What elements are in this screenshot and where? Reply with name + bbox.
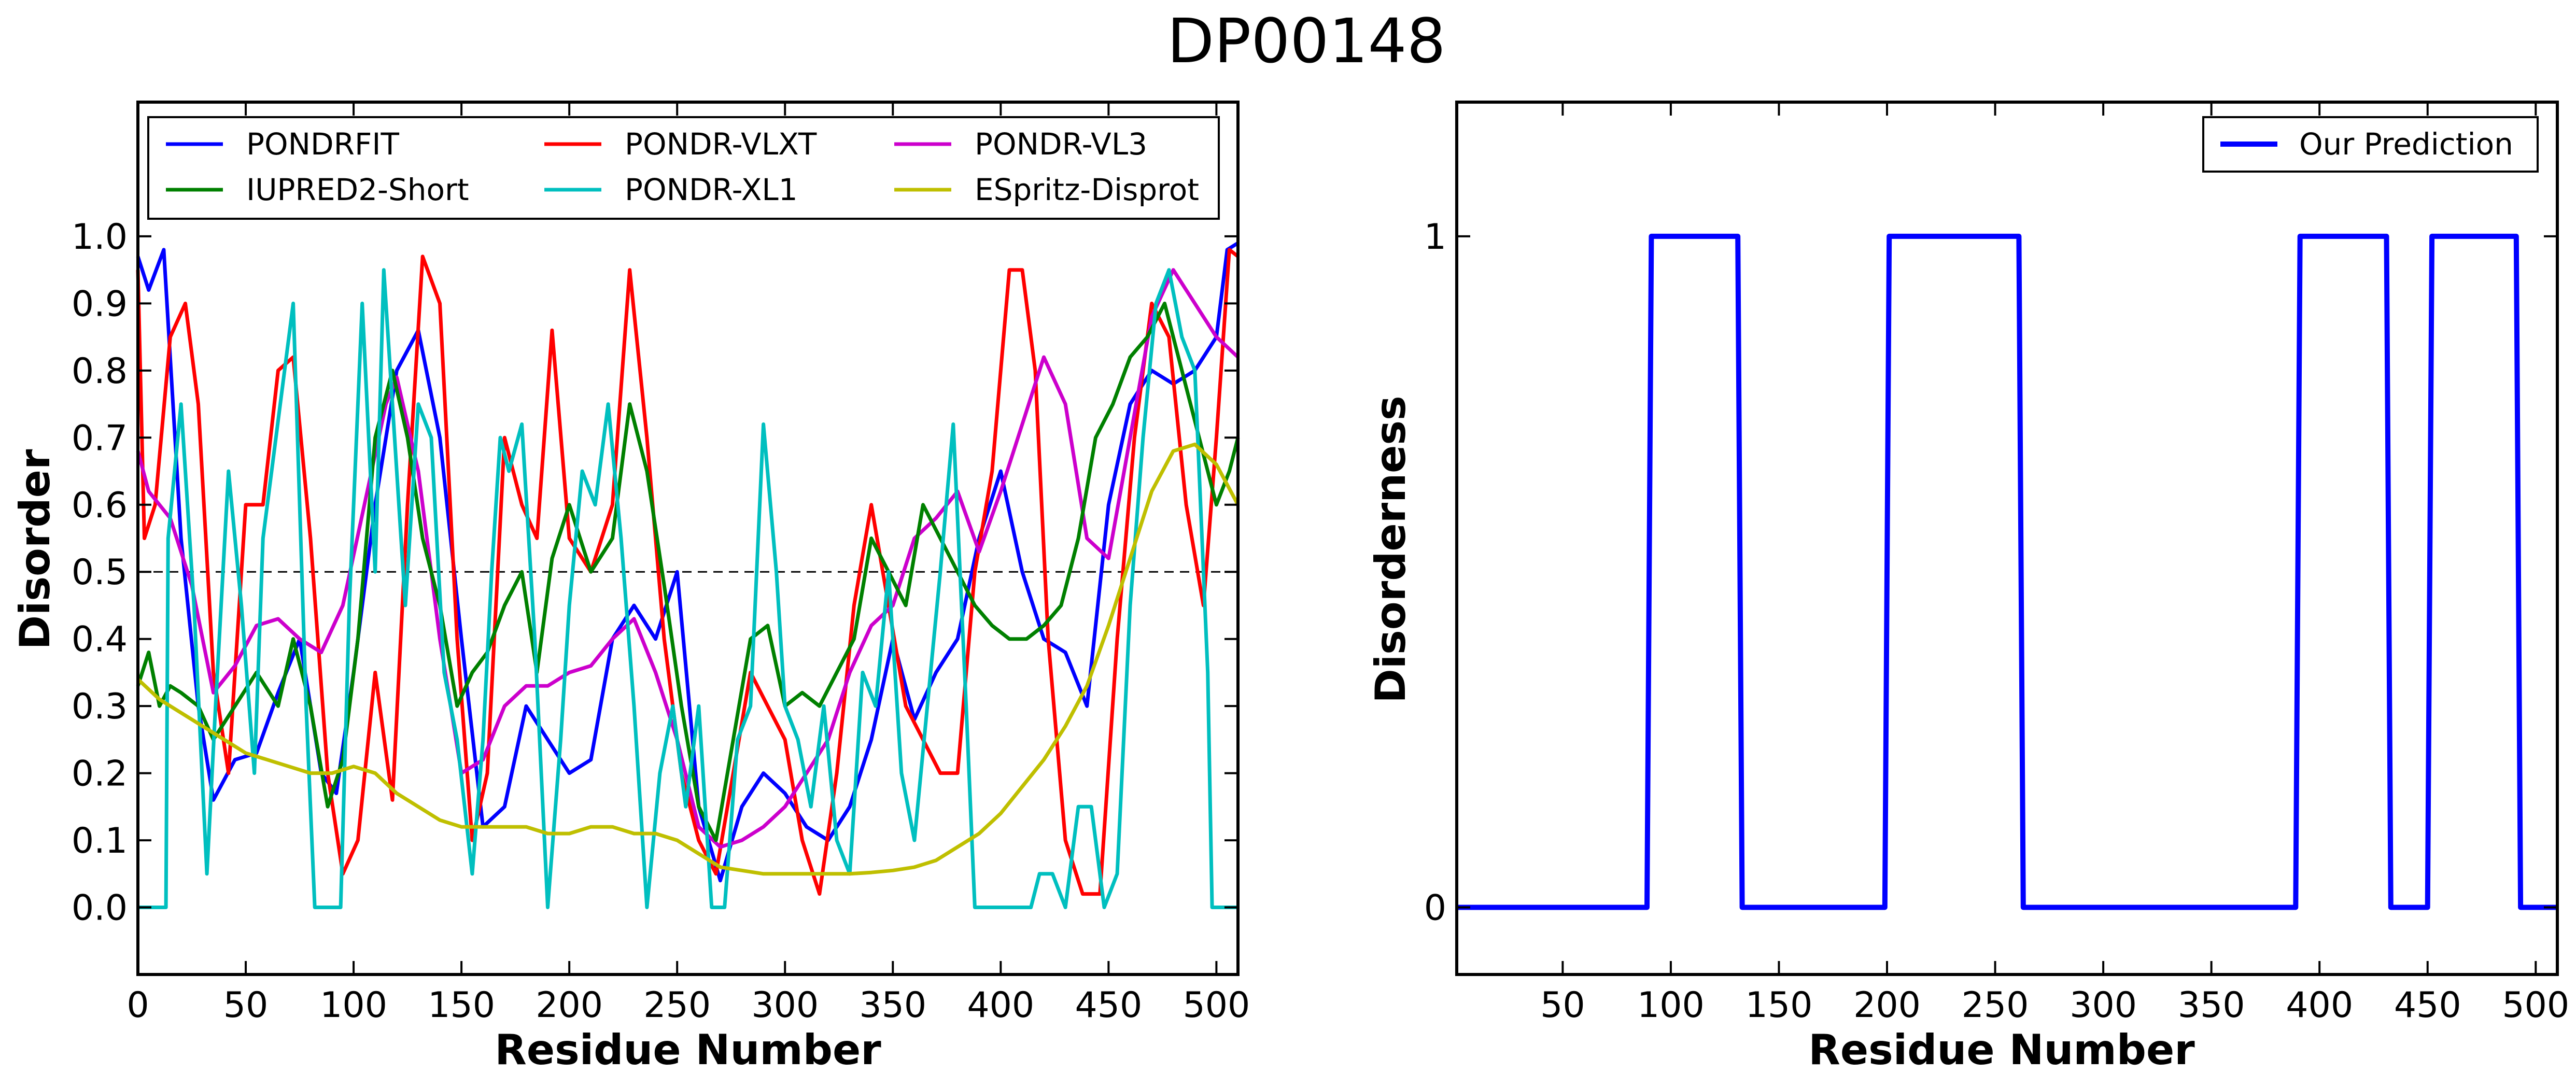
legend-box <box>147 116 1220 220</box>
x-tick-label: 250 <box>1962 985 2029 1026</box>
left-chart: 0 50 100 150 200 250 300 350 400 450 500 0.0 0.1 0.2… <box>11 101 1250 1074</box>
legend-label: Our Prediction <box>2299 126 2513 162</box>
x-tick-label: 150 <box>1746 985 1813 1026</box>
x-tick-label: 200 <box>1853 985 1921 1026</box>
x-tick-label: 100 <box>1637 985 1705 1026</box>
figure-title: DP00148 <box>1167 5 1445 77</box>
x-tick-label: 250 <box>643 985 711 1026</box>
legend-label: IUPRED2-Short <box>246 172 469 207</box>
y-tick-label: 0.6 <box>72 485 128 526</box>
right-legend: Our Prediction <box>2202 116 2539 173</box>
y-tick-label: 0.9 <box>72 284 128 324</box>
y-tick-label: 0.4 <box>72 619 128 660</box>
x-tick-label: 500 <box>1183 985 1250 1026</box>
legend-label: ESpritz-Disprot <box>975 172 1199 207</box>
y-tick-label: 0.7 <box>72 418 128 459</box>
left-legend: PONDRFIT PONDR-VLXT PONDR-VL3 IUPRED2-Short… <box>147 116 1220 220</box>
x-tick-label: 0 <box>126 985 149 1026</box>
y-tick-label: 0.1 <box>72 821 128 861</box>
right-x-axis-label: Residue Number <box>1808 1026 2195 1074</box>
plot-frame <box>1455 101 2559 976</box>
y-tick-label: 1.0 <box>72 217 128 258</box>
x-tick-label: 500 <box>2502 985 2569 1026</box>
legend-label: PONDR-XL1 <box>625 172 798 207</box>
x-tick-label: 450 <box>2394 985 2461 1026</box>
x-tick-label: 200 <box>536 985 603 1026</box>
series-line-espritz-disprot <box>136 442 1240 876</box>
y-tick-label: 1 <box>1424 217 1446 258</box>
x-tick-label: 50 <box>223 985 269 1026</box>
left-x-axis-label: Residue Number <box>495 1026 881 1074</box>
series-line-our-prediction <box>1457 233 2557 910</box>
right-y-ticks: 01 <box>1424 217 2557 929</box>
left-plot-area <box>136 101 1240 976</box>
left-y-ticks: 0.0 0.1 0.2 0.3 0.4 0.5 0.6 0.7 0.8 0.9 1.0 <box>72 217 1238 929</box>
left-x-ticks: 0 50 100 150 200 250 300 350 400 450 500 <box>126 102 1250 1026</box>
y-tick-label: 0.0 <box>72 888 128 929</box>
x-tick-label: 400 <box>2286 985 2353 1026</box>
x-tick-label: 300 <box>2070 985 2137 1026</box>
legend-label: PONDRFIT <box>246 126 399 162</box>
right-x-ticks: 50 100 150 200 250 300 350 400 450 500 <box>1540 102 2569 1026</box>
y-tick-label: 0 <box>1424 888 1446 929</box>
right-chart: 50 100 150 200 250 300 350 400 450 500 01 Residue… <box>1367 101 2569 1074</box>
y-tick-label: 0.8 <box>72 351 128 392</box>
legend-label: PONDR-VL3 <box>975 126 1147 162</box>
y-tick-label: 0.3 <box>72 686 128 727</box>
y-tick-label: 0.5 <box>72 552 128 593</box>
legend-label: PONDR-VLXT <box>625 126 817 162</box>
x-tick-label: 150 <box>428 985 495 1026</box>
x-tick-label: 450 <box>1075 985 1142 1026</box>
x-tick-label: 350 <box>2178 985 2245 1026</box>
x-tick-label: 400 <box>967 985 1034 1026</box>
series-line-pondr-xl1 <box>138 268 1238 909</box>
plot-frame <box>136 101 1240 976</box>
right-y-axis-label: Disorderness <box>1367 395 1415 703</box>
x-tick-label: 100 <box>320 985 387 1026</box>
x-tick-label: 350 <box>859 985 926 1026</box>
right-plot-area <box>1455 101 2559 976</box>
y-tick-label: 0.2 <box>72 754 128 795</box>
x-tick-label: 50 <box>1540 985 1585 1026</box>
left-y-axis-label: Disorder <box>11 449 59 649</box>
x-tick-label: 300 <box>751 985 819 1026</box>
series-line-iupred2-short <box>136 301 1240 842</box>
